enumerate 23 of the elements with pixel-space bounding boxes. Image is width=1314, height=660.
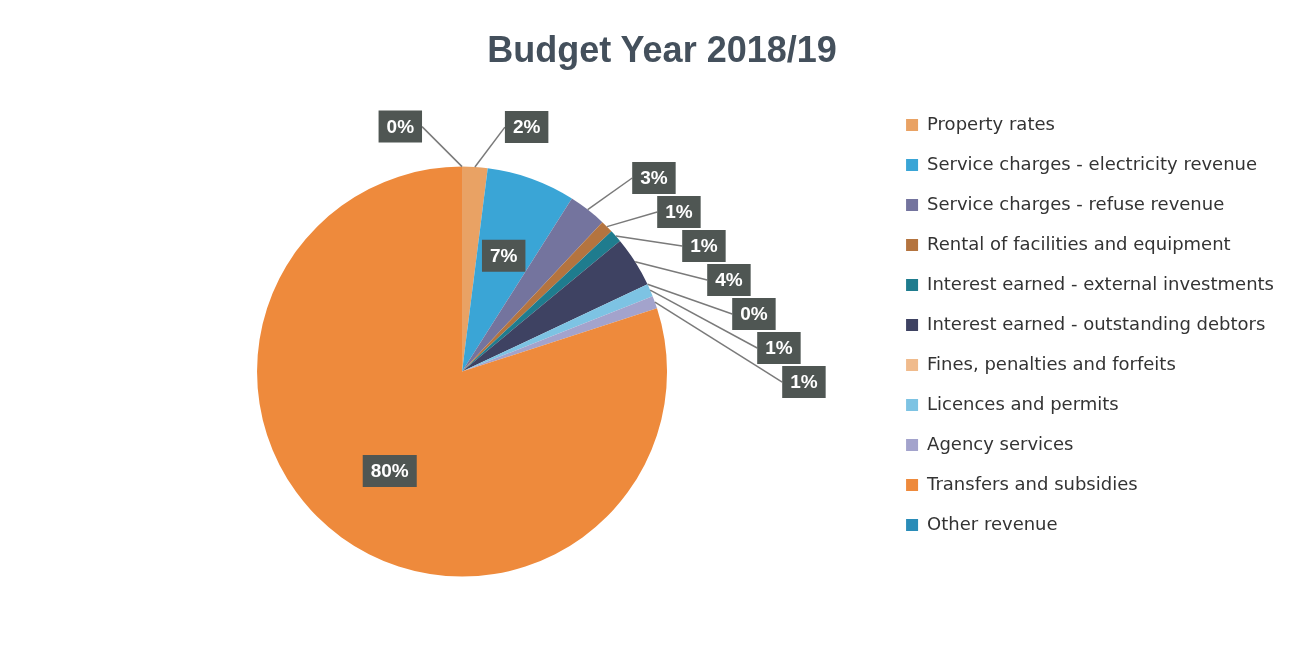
legend-label: Property rates xyxy=(927,112,1055,134)
legend-label: Interest earned - outstanding debtors xyxy=(927,312,1266,334)
data-label: 80% xyxy=(370,460,409,482)
data-label: 7% xyxy=(489,245,518,267)
data-label: 4% xyxy=(715,269,743,291)
text: 0% xyxy=(740,303,768,325)
data-label: 1% xyxy=(790,371,818,393)
data-label: 1% xyxy=(765,337,793,359)
legend-label: Fines, penalties and forfeits xyxy=(927,352,1176,374)
data-label: 3% xyxy=(640,167,668,189)
legend-label: Licences and permits xyxy=(927,392,1119,414)
legend-label: Service charges - refuse revenue xyxy=(927,192,1225,214)
data-label: 1% xyxy=(690,235,718,257)
legend-label: Agency services xyxy=(927,432,1074,454)
legend-label: Service charges - electricity revenue xyxy=(927,152,1258,174)
chart-title: Budget Year 2018/19 xyxy=(487,28,837,70)
text: 0% xyxy=(386,115,415,137)
data-label: 1% xyxy=(665,201,693,223)
legend-label: Rental of facilities and equipment xyxy=(927,232,1231,254)
legend-label: Other revenue xyxy=(927,512,1058,534)
legend-label: Transfers and subsidies xyxy=(926,472,1138,494)
legend-label: Interest earned - external investments xyxy=(927,272,1275,294)
data-label: 2% xyxy=(512,116,541,138)
